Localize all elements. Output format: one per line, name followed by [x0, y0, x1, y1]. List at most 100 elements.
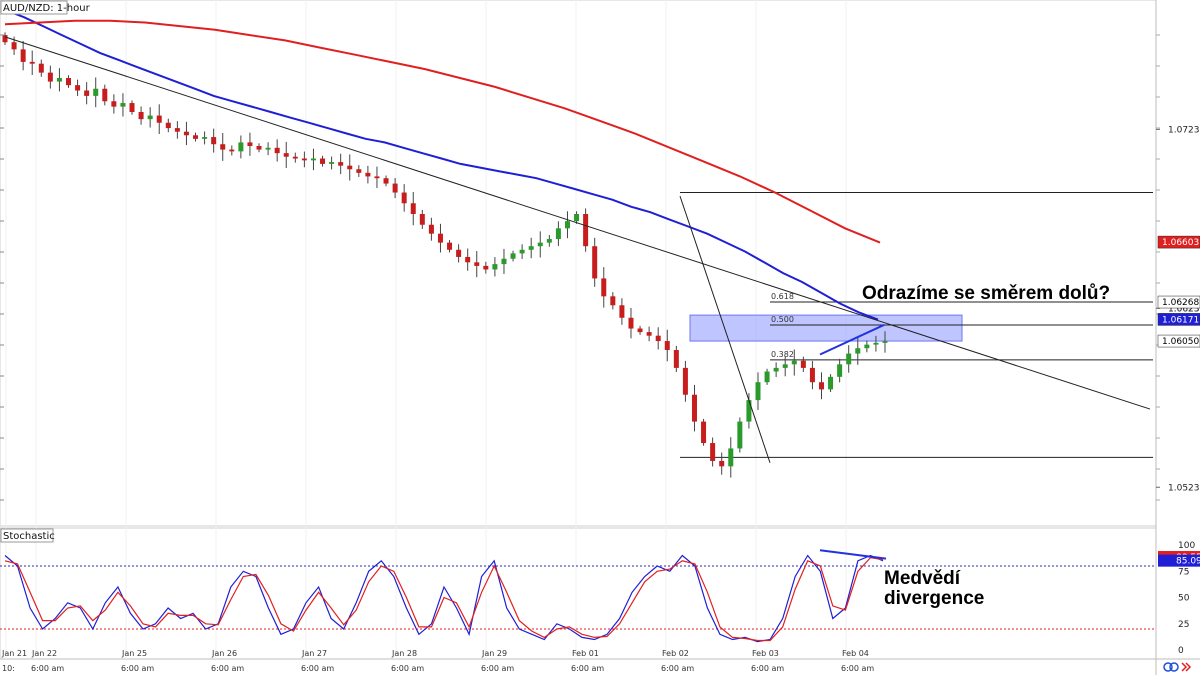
time-tick-label: 6:00 am	[301, 664, 334, 673]
swing-trendline	[679, 195, 771, 463]
candle-body	[737, 421, 743, 449]
stochastic-tick-label: 50	[1178, 594, 1190, 604]
time-tick-label: 6:00 am	[121, 664, 154, 673]
candle-body	[437, 233, 443, 243]
price-tag-box	[1157, 295, 1200, 309]
candle-body	[601, 278, 607, 297]
price-tag-label: 1.06050	[1162, 337, 1199, 347]
date-tick-label: Feb 04	[842, 649, 869, 658]
candle-body	[56, 78, 62, 82]
stochastic-d-line	[4, 556, 884, 642]
candle-body	[120, 103, 126, 107]
main-panel	[0, 0, 1157, 527]
stochastic-panel	[0, 527, 1157, 660]
candle-body	[320, 158, 326, 164]
stochastic-tick-label: 0	[1178, 646, 1184, 656]
candle-body	[283, 153, 289, 157]
candle-body	[401, 192, 407, 204]
candle-body	[156, 115, 162, 123]
chart-title: AUD/NZD: 1-hour	[3, 3, 91, 14]
fib-level-label: 0.382	[771, 350, 794, 359]
candle-body	[583, 214, 589, 247]
date-tick-label: Jan 22	[31, 649, 57, 658]
candle-body	[202, 137, 208, 139]
date-tick-label: Jan 26	[211, 649, 237, 658]
candle-body	[701, 421, 707, 444]
candle-body	[864, 344, 870, 349]
time-tick-label: 6:00 am	[481, 664, 514, 673]
candle-body	[519, 249, 525, 254]
candle-body	[755, 382, 761, 401]
time-tick-label: 6:00 am	[751, 664, 784, 673]
candle-body	[447, 242, 453, 250]
time-tick-label: 6:00 am	[841, 664, 874, 673]
candle-body	[537, 242, 543, 247]
price-tag-label: 1.06268	[1162, 298, 1199, 308]
candle-body	[456, 249, 462, 257]
candle-body	[310, 158, 316, 161]
candle-body	[410, 203, 416, 214]
time-tick-label: 6:00 am	[661, 664, 694, 673]
candle-body	[646, 332, 652, 336]
candle-body	[610, 296, 616, 306]
candle-body	[637, 328, 643, 333]
price-tag-label: 1.06171	[1162, 315, 1199, 325]
candle-body	[47, 72, 53, 82]
candle-body	[546, 239, 552, 243]
candle-body	[20, 49, 26, 62]
candle-body	[11, 42, 17, 50]
candle-body	[374, 176, 380, 179]
candle-body	[673, 350, 679, 368]
candle-body	[465, 256, 471, 263]
stochastic-title-box	[0, 528, 54, 543]
price-tick-label: 1.05233	[1168, 483, 1200, 493]
candle-body	[2, 35, 8, 43]
candle-body	[791, 360, 797, 365]
sma-100-line	[4, 9, 879, 321]
candle-body	[619, 305, 625, 318]
candle-body	[809, 367, 815, 383]
candle-body	[592, 246, 598, 279]
candle-body	[837, 364, 843, 377]
candle-body	[93, 88, 99, 96]
candle-body	[392, 183, 398, 193]
candle-body	[301, 158, 307, 161]
candle-body	[229, 149, 235, 152]
candle-body	[29, 61, 35, 64]
date-tick-label: Jan 21	[1, 649, 27, 658]
link-icon[interactable]	[1163, 662, 1179, 672]
candle-body	[719, 460, 725, 467]
candle-body	[528, 246, 534, 250]
candle-body	[66, 78, 72, 86]
scroll-to-end-icon[interactable]	[1181, 662, 1192, 672]
candle-body	[882, 341, 888, 343]
candle-body	[38, 63, 44, 73]
price-tag-label: 1.06603	[1162, 238, 1199, 248]
date-tick-label: Jan 27	[301, 649, 327, 658]
candle-body	[129, 103, 135, 112]
date-tick-label: Jan 28	[391, 649, 417, 658]
candle-body	[338, 162, 344, 166]
candle-body	[773, 367, 779, 372]
candle-body	[574, 214, 580, 222]
candle-body	[564, 221, 570, 229]
candle-body	[873, 342, 879, 345]
candle-body	[764, 371, 770, 383]
candle-body	[102, 88, 108, 102]
sma-200-line	[4, 19, 881, 244]
time-tick-label: 6:00 am	[391, 664, 424, 673]
stochastic-divergence-line	[819, 549, 887, 560]
fib-level-label: 0.500	[771, 315, 794, 324]
candle-body	[265, 147, 271, 150]
date-tick-label: Feb 02	[662, 649, 689, 658]
candle-body	[292, 156, 298, 159]
candle-body	[211, 137, 217, 145]
candle-body	[247, 142, 253, 146]
candle-body	[710, 443, 716, 461]
hidden-price-tag: 1.06233	[1168, 304, 1200, 314]
candle-body	[474, 262, 480, 266]
stochastic-tag-label: 85.09	[1176, 557, 1200, 567]
candle-body	[555, 228, 561, 240]
candle-body	[828, 376, 834, 390]
candle-body	[746, 400, 752, 422]
